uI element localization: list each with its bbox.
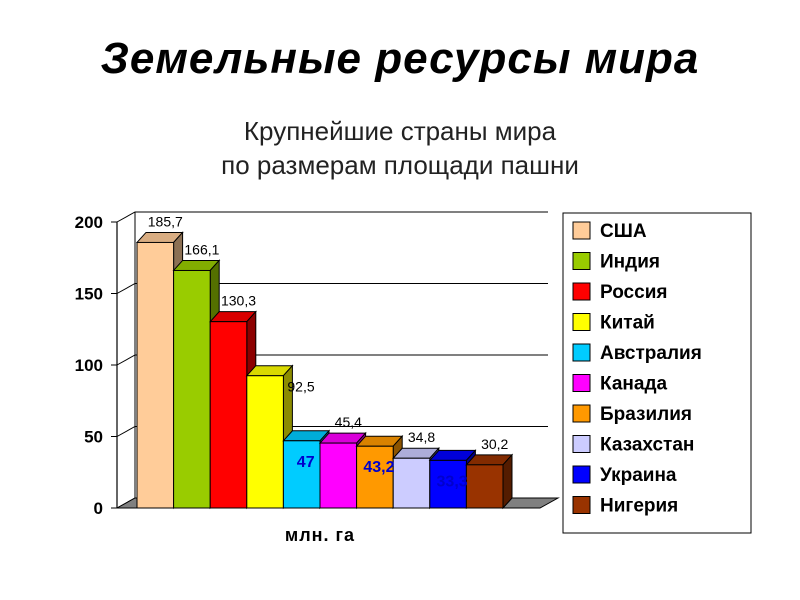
bar-front: [356, 445, 394, 509]
legend-swatch: [572, 343, 591, 362]
bar-front: [209, 321, 248, 509]
y-tick-label: 100: [75, 356, 103, 375]
bar-front: [392, 457, 431, 509]
legend-swatch: [572, 221, 591, 240]
legend-swatch: [572, 496, 591, 514]
data-label: 47: [297, 454, 315, 471]
legend-box: [562, 212, 752, 534]
legend-item: Казахстан: [572, 435, 694, 456]
legend-label: Украина: [600, 465, 677, 486]
legend-label: США: [600, 221, 647, 242]
data-label: 92,5: [287, 379, 314, 395]
legend-label: Китай: [600, 313, 655, 334]
legend-label: Нигерия: [600, 496, 678, 517]
legend-label: Австралия: [600, 343, 702, 364]
bar-side: [502, 453, 513, 510]
legend-swatch: [572, 282, 591, 301]
data-label: 43,2: [363, 459, 394, 476]
legend-item: Бразилия: [572, 404, 692, 425]
y-tick-label: 200: [75, 213, 103, 232]
bar-front: [246, 375, 284, 509]
x-axis-label: млн. га: [285, 525, 355, 545]
legend-swatch: [572, 465, 591, 484]
data-label: 185,7: [148, 213, 183, 229]
legend-item: США: [572, 221, 647, 242]
chart-bars: [135, 231, 514, 510]
bar-front: [429, 459, 467, 509]
bar-front: [465, 464, 504, 509]
data-label: 166,1: [184, 241, 219, 257]
legend-item: Россия: [572, 282, 667, 303]
data-label: 33,3: [437, 473, 468, 490]
data-label: 34,8: [408, 429, 435, 445]
subtitle-line-2: по размерам площади пашни: [221, 150, 579, 180]
chart-subtitle: Крупнейшие страны мира по размерам площа…: [0, 114, 800, 182]
legend-item: Нигерия: [572, 496, 678, 517]
legend-label: Казахстан: [600, 435, 694, 456]
legend-item: Украина: [572, 465, 677, 486]
legend-swatch: [572, 435, 591, 453]
bar-front: [173, 269, 211, 509]
legend-label: Россия: [600, 282, 667, 303]
bar-front: [319, 442, 358, 509]
legend-label: Индия: [600, 252, 660, 273]
legend-item: Канада: [572, 374, 667, 395]
y-tick-label: 50: [84, 428, 103, 447]
legend-swatch: [572, 313, 591, 331]
subtitle-line-1: Крупнейшие страны мира: [243, 116, 557, 146]
y-tick-label: 0: [94, 499, 103, 518]
data-label: 130,3: [221, 293, 256, 309]
page-title: Земельные ресурсы мира: [100, 34, 700, 83]
legend-item: Австралия: [572, 343, 702, 364]
y-tick-label: 150: [75, 285, 103, 304]
legend-swatch: [572, 404, 591, 423]
legend-item: Китай: [572, 313, 655, 334]
legend-item: Индия: [572, 252, 660, 273]
legend-swatch: [572, 252, 591, 270]
chart-legend: США Индия Россия Китай Австралия Канада Бразил…: [562, 212, 752, 534]
data-label: 30,2: [481, 436, 508, 452]
bar-front: [136, 241, 175, 509]
bar-front: [282, 440, 321, 509]
legend-label: Канада: [600, 374, 667, 395]
legend-swatch: [572, 374, 591, 392]
legend-label: Бразилия: [600, 404, 692, 425]
bar-3: [209, 310, 257, 510]
bar-10: [465, 453, 514, 510]
data-label: 45,4: [335, 414, 362, 430]
